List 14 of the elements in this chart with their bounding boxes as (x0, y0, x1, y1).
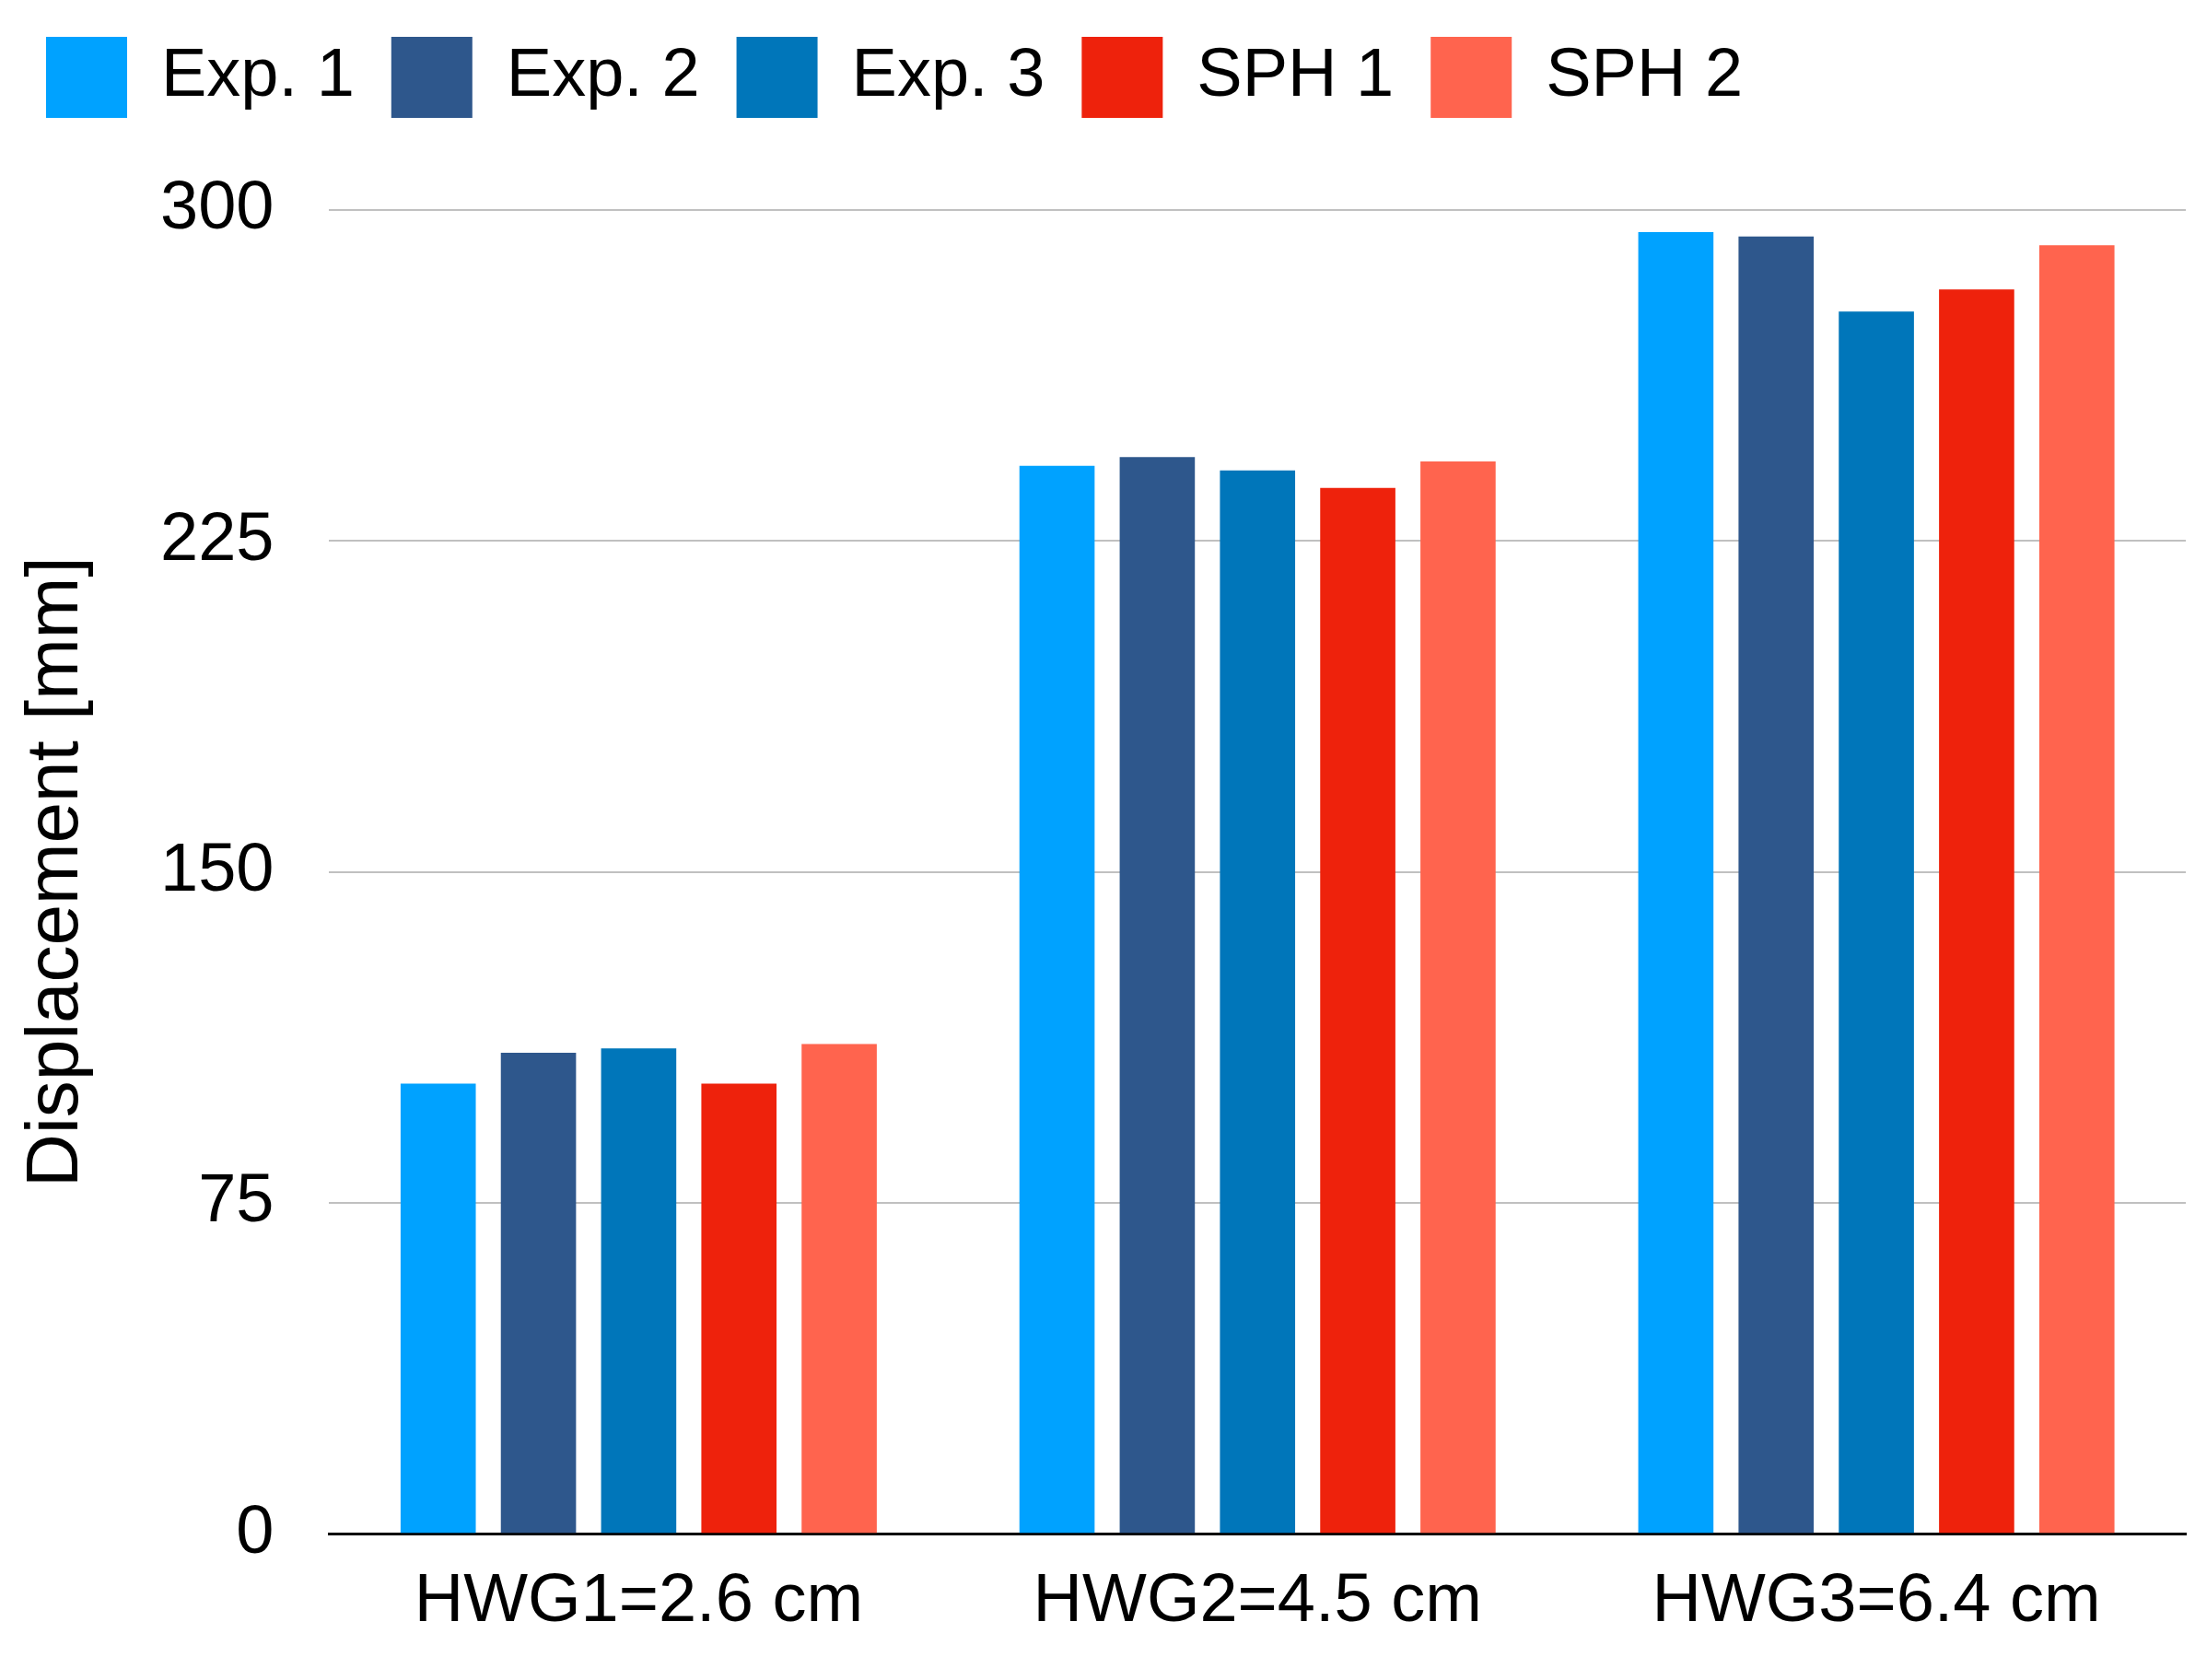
legend-label: Exp. 3 (851, 34, 1045, 111)
y-tick-label: 150 (160, 829, 274, 906)
legend-label: Exp. 1 (161, 34, 355, 111)
x-tick-label: HWG1=2.6 cm (414, 1559, 864, 1637)
x-tick-label: HWG3=6.4 cm (1652, 1559, 2101, 1637)
y-tick-label: 0 (236, 1490, 274, 1568)
y-tick-label: 225 (160, 497, 274, 575)
y-tick-label: 75 (198, 1160, 274, 1237)
x-tick-label: HWG2=4.5 cm (1033, 1559, 1482, 1637)
legend-label: SPH 2 (1546, 34, 1744, 111)
y-axis-title: Displacement [mm] (11, 556, 94, 1187)
legend-label: SPH 1 (1197, 34, 1395, 111)
legend-label: Exp. 2 (506, 34, 700, 111)
y-tick-label: 300 (160, 167, 274, 244)
